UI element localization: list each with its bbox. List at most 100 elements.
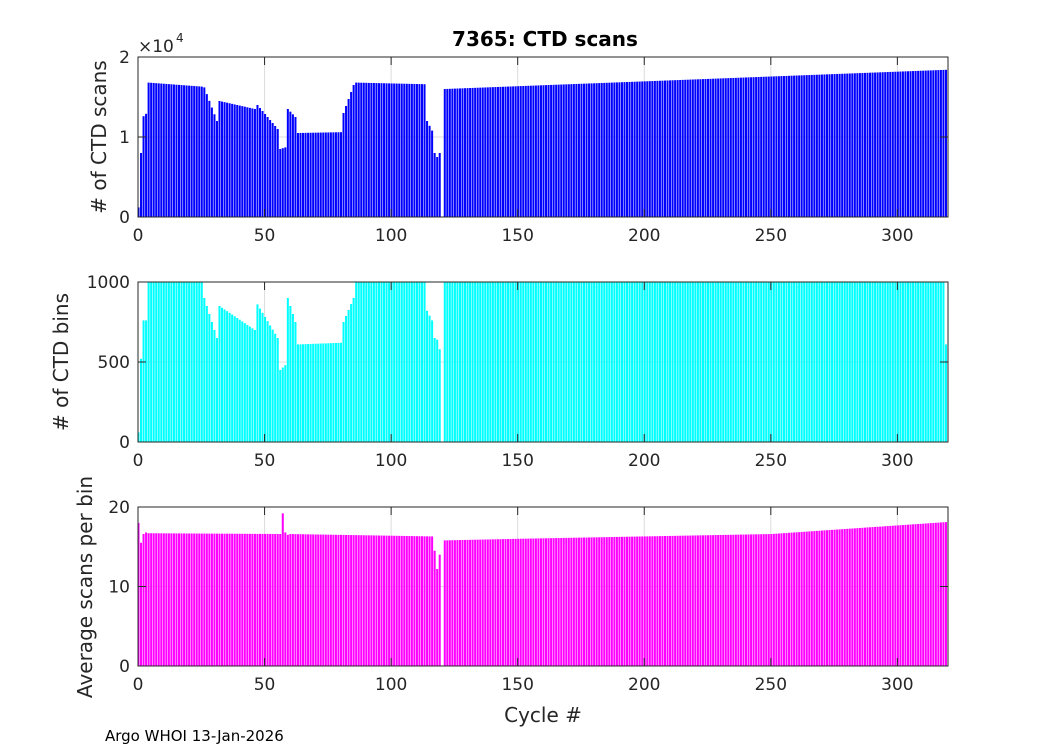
bar-cycle-266 xyxy=(810,74,813,217)
bar-cycle-139 xyxy=(489,87,492,217)
bar-cycle-226 xyxy=(709,78,712,217)
bar-cycle-156 xyxy=(532,282,535,442)
bar-cycle-2 xyxy=(142,116,145,217)
x-axis-label: Cycle # xyxy=(504,703,582,727)
bar-cycle-299 xyxy=(894,282,897,442)
bar-cycle-148 xyxy=(512,538,515,666)
bar-cycle-7 xyxy=(155,282,158,442)
bar-cycle-1 xyxy=(140,153,143,217)
bar-cycle-269 xyxy=(818,74,821,218)
bar-cycle-276 xyxy=(836,529,839,666)
bar-cycle-44 xyxy=(248,533,251,666)
bar-cycle-297 xyxy=(889,282,892,442)
bar-cycle-263 xyxy=(803,531,806,666)
bar-cycle-221 xyxy=(696,79,699,217)
bar-cycle-44 xyxy=(248,107,251,217)
bar-cycle-319 xyxy=(944,69,947,217)
bar-cycle-245 xyxy=(757,282,760,442)
bar-cycle-17 xyxy=(180,533,183,666)
bar-cycle-140 xyxy=(491,282,494,442)
bar-cycle-75 xyxy=(327,534,330,666)
bar-cycle-67 xyxy=(307,534,310,666)
bar-cycle-58 xyxy=(284,365,287,442)
bar-cycle-274 xyxy=(831,74,834,217)
bar-cycle-55 xyxy=(276,129,279,217)
bar-cycle-175 xyxy=(580,537,583,666)
bar-cycle-145 xyxy=(504,539,507,666)
bar-cycle-224 xyxy=(704,535,707,666)
bar-cycle-21 xyxy=(190,85,193,217)
bar-cycle-315 xyxy=(934,282,937,442)
bar-cycle-40 xyxy=(238,105,241,217)
bar-cycle-124 xyxy=(451,540,454,666)
bar-cycle-69 xyxy=(312,132,315,217)
bar-cycle-77 xyxy=(332,132,335,217)
bar-cycle-217 xyxy=(686,535,689,666)
bar-cycle-278 xyxy=(841,282,844,442)
bar-cycle-230 xyxy=(719,78,722,218)
bar-cycle-182 xyxy=(598,537,601,666)
bar-cycle-129 xyxy=(464,539,467,666)
bar-cycle-61 xyxy=(291,534,294,666)
bar-cycle-93 xyxy=(372,535,375,666)
bar-cycle-119 xyxy=(438,554,441,666)
bar-cycle-96 xyxy=(380,83,383,217)
bar-cycle-247 xyxy=(762,282,765,442)
bar-cycle-28 xyxy=(208,100,211,217)
bar-cycle-303 xyxy=(904,524,907,666)
bar-cycle-272 xyxy=(825,282,829,442)
bar-cycle-47 xyxy=(256,105,259,217)
bar-cycle-47 xyxy=(256,304,259,442)
bar-cycle-101 xyxy=(393,535,396,666)
bar-cycle-197 xyxy=(636,536,639,666)
bar-cycle-287 xyxy=(863,72,866,218)
bar-cycle-106 xyxy=(405,282,408,442)
bar-cycle-281 xyxy=(848,282,851,442)
bar-cycle-9 xyxy=(160,83,163,217)
bar-cycle-114 xyxy=(426,121,429,217)
bar-cycle-141 xyxy=(494,87,497,217)
bar-cycle-132 xyxy=(471,87,474,218)
x-tick-label: 250 xyxy=(755,451,787,471)
bar-cycle-49 xyxy=(261,312,264,442)
bar-cycle-84 xyxy=(350,304,353,442)
bar-cycle-98 xyxy=(385,282,388,442)
bar-cycle-282 xyxy=(851,528,854,666)
bar-cycle-176 xyxy=(582,282,586,442)
bar-cycle-25 xyxy=(200,282,203,442)
bar-cycle-29 xyxy=(210,533,213,666)
bar-cycle-103 xyxy=(398,535,401,666)
bar-cycle-146 xyxy=(507,539,510,666)
bar-cycle-275 xyxy=(833,74,836,217)
bar-cycle-305 xyxy=(909,71,912,217)
bar-cycle-107 xyxy=(408,282,411,442)
bar-cycle-102 xyxy=(395,83,398,217)
bar-cycle-274 xyxy=(831,529,834,666)
bar-cycle-61 xyxy=(291,314,294,442)
bar-cycle-171 xyxy=(570,537,573,666)
bar-cycle-3 xyxy=(145,113,148,217)
bar-cycle-146 xyxy=(507,86,510,217)
bar-cycle-15 xyxy=(175,84,178,217)
bar-cycle-252 xyxy=(775,282,778,442)
bar-cycle-108 xyxy=(410,536,413,666)
bar-cycle-302 xyxy=(901,525,904,666)
bar-cycle-33 xyxy=(221,533,224,666)
x-tick-label: 50 xyxy=(254,451,276,471)
bar-cycle-209 xyxy=(666,282,669,442)
bar-cycle-114 xyxy=(426,310,429,442)
bar-cycle-177 xyxy=(585,282,588,442)
bar-cycle-155 xyxy=(529,85,532,217)
bar-cycle-18 xyxy=(183,85,186,218)
bar-cycle-110 xyxy=(415,536,418,666)
bar-cycle-100 xyxy=(390,282,393,442)
bar-cycle-311 xyxy=(924,70,927,217)
bar-cycle-192 xyxy=(623,536,626,666)
tick-marks xyxy=(137,56,948,218)
bar-cycle-190 xyxy=(618,536,621,666)
bar-cycle-162 xyxy=(547,85,550,218)
bar-cycle-150 xyxy=(517,538,520,666)
bar-cycle-296 xyxy=(886,526,889,666)
bar-cycle-171 xyxy=(570,282,573,442)
bar-cycle-293 xyxy=(879,526,882,666)
